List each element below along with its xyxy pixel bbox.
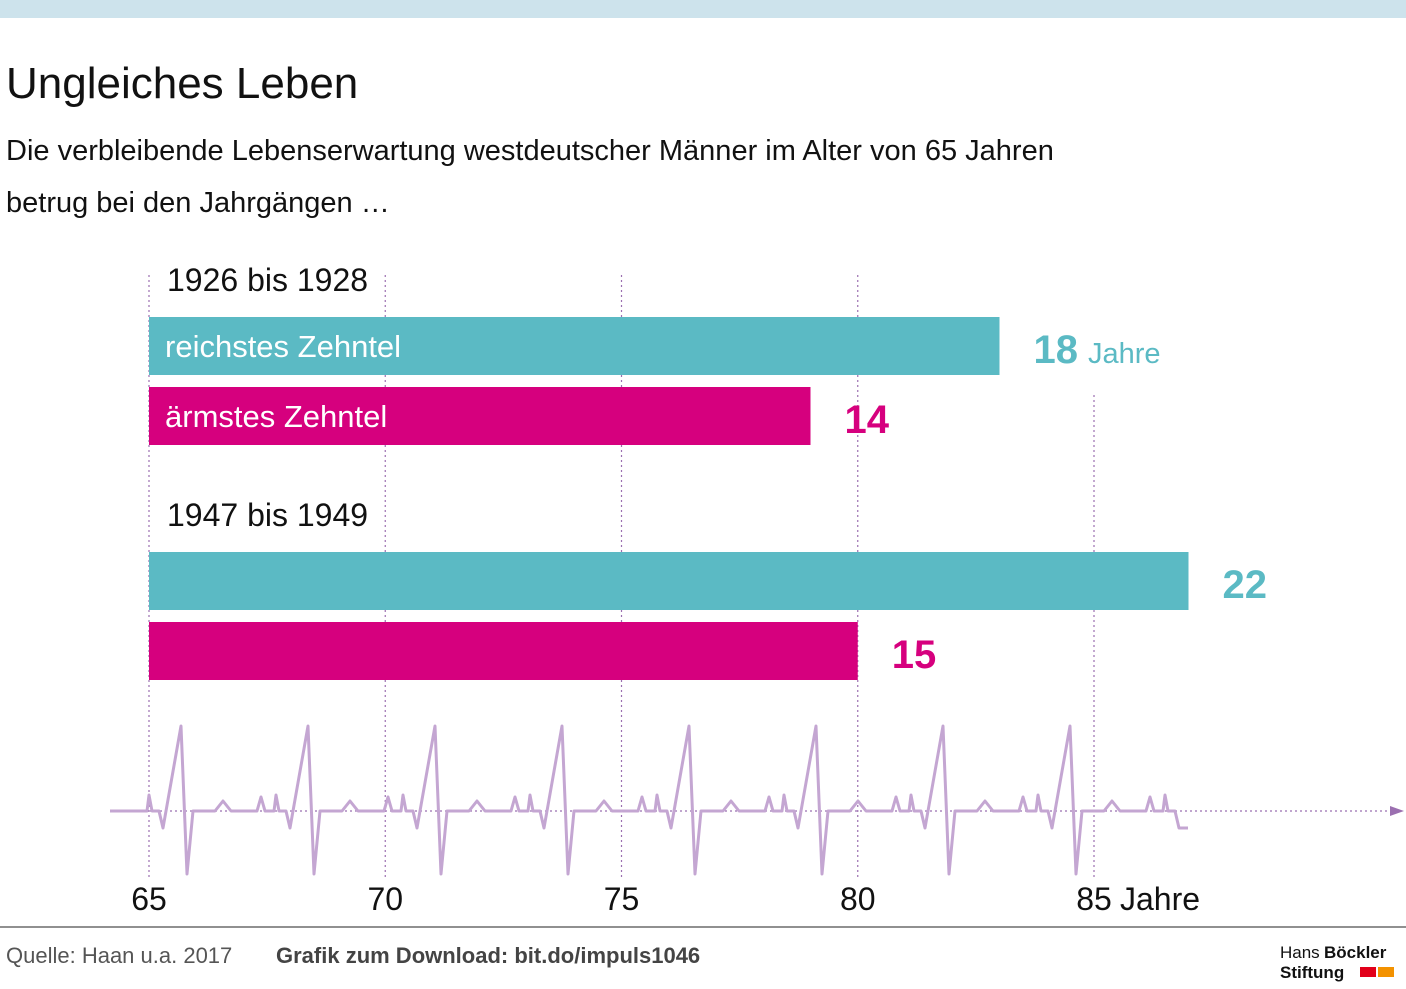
heartbeat-line — [110, 724, 1188, 876]
x-axis-label: Jahre — [1120, 881, 1200, 917]
chart-title: Ungleiches Leben — [6, 59, 358, 108]
subtitle: betrug bei den Jahrgängen … — [6, 187, 390, 219]
category-label: 1947 bis 1949 — [167, 497, 368, 533]
source: Quelle: Haan u.a. 2017 — [6, 943, 232, 968]
header-strip — [0, 0, 1406, 18]
legend-label: reichstes Zehntel — [165, 329, 401, 364]
logo-square — [1360, 967, 1376, 977]
x-tick-label: 75 — [604, 881, 640, 917]
x-tick-label: 65 — [131, 881, 167, 917]
data-label: 15 — [892, 633, 937, 677]
bar — [149, 552, 1189, 610]
x-tick-label: 70 — [367, 881, 403, 917]
bar — [149, 387, 811, 445]
axis-arrow — [1390, 806, 1404, 816]
category-label: 1926 bis 1928 — [167, 262, 368, 298]
download-link[interactable]: Grafik zum Download: bit.do/impuls1046 — [276, 943, 700, 968]
bar — [149, 317, 1000, 375]
logo-text: Hans — [1280, 943, 1320, 962]
legend-label: ärmstes Zehntel — [165, 399, 387, 434]
subtitle: Die verbleibende Lebenserwartung westdeu… — [6, 135, 1054, 167]
data-label: 18 — [1034, 328, 1079, 372]
data-label: 14 — [845, 398, 890, 442]
x-tick-label: 80 — [840, 881, 876, 917]
logo-text: Böckler — [1324, 943, 1387, 962]
data-label: 22 — [1223, 563, 1268, 607]
bar — [149, 622, 858, 680]
logo-text: Stiftung — [1280, 963, 1344, 982]
x-tick-label: 85 — [1076, 881, 1112, 917]
logo-square — [1378, 967, 1394, 977]
value-unit: Jahre — [1088, 338, 1161, 370]
